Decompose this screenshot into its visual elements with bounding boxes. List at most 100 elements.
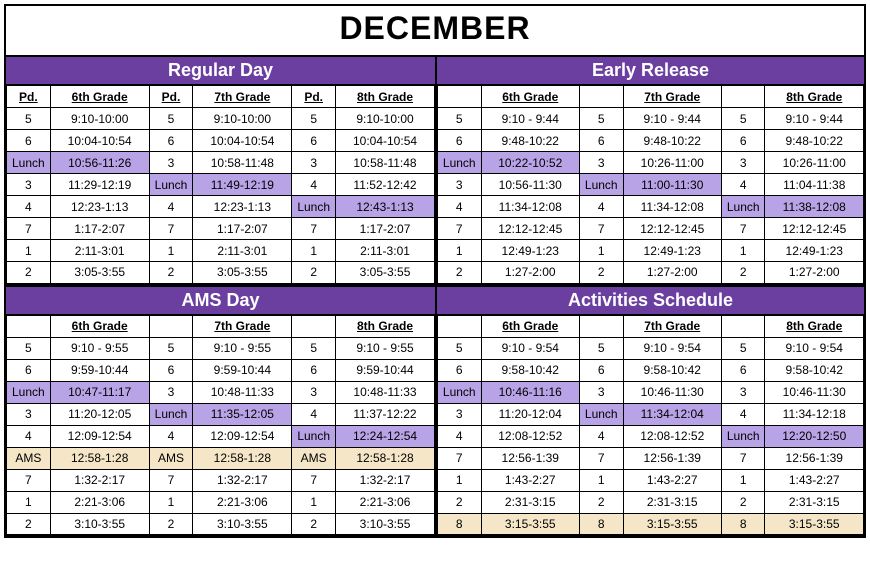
- table-cell: 11:37-12:22: [336, 403, 435, 425]
- table-cell: 9:10 - 9:54: [481, 337, 579, 359]
- table-cell: 11:38-12:08: [765, 196, 864, 218]
- table-cell: 5: [579, 108, 623, 130]
- table-cell: 11:29-12:19: [50, 174, 149, 196]
- schedule-section: Regular DayPd.6th GradePd.7th GradePd.8t…: [6, 55, 435, 285]
- table-cell: 2: [149, 262, 193, 284]
- table-cell: 10:58-11:48: [193, 152, 292, 174]
- table-row: 12:11-3:0112:11-3:0112:11-3:01: [7, 240, 435, 262]
- table-cell: Lunch: [579, 403, 623, 425]
- table-cell: 6: [292, 359, 336, 381]
- table-cell: 9:10-10:00: [336, 108, 435, 130]
- table-cell: 2: [579, 491, 623, 513]
- table-cell: 9:48-10:22: [623, 130, 721, 152]
- table-cell: Lunch: [292, 196, 336, 218]
- table-cell: 8: [721, 513, 765, 535]
- table-cell: 9:10 - 9:55: [193, 337, 292, 359]
- table-cell: 10:04-10:54: [336, 130, 435, 152]
- table-cell: 7: [149, 218, 193, 240]
- table-cell: Lunch: [438, 381, 482, 403]
- table-cell: 9:58-10:42: [765, 359, 864, 381]
- table-cell: 12:23-1:13: [50, 196, 149, 218]
- table-cell: 12:49-1:23: [481, 240, 579, 262]
- column-header: 6th Grade: [481, 86, 579, 108]
- table-cell: 2:21-3:06: [50, 491, 149, 513]
- table-cell: Lunch: [292, 425, 336, 447]
- table-cell: 3: [292, 152, 336, 174]
- table-cell: 2: [149, 513, 193, 535]
- table-cell: 3:15-3:55: [765, 513, 864, 535]
- table-cell: 9:58-10:42: [623, 359, 721, 381]
- table-cell: 7: [721, 218, 765, 240]
- table-cell: 1:17-2:07: [336, 218, 435, 240]
- section-header: Activities Schedule: [437, 287, 864, 315]
- table-cell: 12:08-12:52: [623, 425, 721, 447]
- column-header: [579, 315, 623, 337]
- table-cell: 4: [438, 196, 482, 218]
- table-cell: 11:49-12:19: [193, 174, 292, 196]
- table-cell: 11:52-12:42: [336, 174, 435, 196]
- table-cell: 3: [579, 152, 623, 174]
- table-cell: 4: [579, 196, 623, 218]
- table-cell: 9:10 - 9:55: [336, 337, 435, 359]
- table-header-row: Pd.6th GradePd.7th GradePd.8th Grade: [7, 86, 435, 108]
- table-cell: 2:11-3:01: [193, 240, 292, 262]
- column-header: Pd.: [7, 86, 51, 108]
- table-row: 412:08-12:52412:08-12:52Lunch12:20-12:50: [438, 425, 864, 447]
- table-cell: 5: [438, 108, 482, 130]
- schedule-table: 6th Grade7th Grade8th Grade59:10 - 9:555…: [6, 315, 435, 537]
- table-cell: 9:10 - 9:55: [50, 337, 149, 359]
- table-cell: 6: [579, 130, 623, 152]
- table-row: 610:04-10:54610:04-10:54610:04-10:54: [7, 130, 435, 152]
- table-cell: 12:49-1:23: [623, 240, 721, 262]
- table-cell: 9:10 - 9:44: [765, 108, 864, 130]
- table-cell: 1:43-2:27: [623, 469, 721, 491]
- table-cell: 12:56-1:39: [623, 447, 721, 469]
- table-cell: Lunch: [438, 152, 482, 174]
- schedule-table: 6th Grade7th Grade8th Grade59:10 - 9:545…: [437, 315, 864, 537]
- table-cell: 2:31-3:15: [481, 491, 579, 513]
- table-cell: 8: [438, 513, 482, 535]
- schedule-table: Pd.6th GradePd.7th GradePd.8th Grade59:1…: [6, 85, 435, 285]
- table-cell: 6: [438, 130, 482, 152]
- table-row: 22:31-3:1522:31-3:1522:31-3:15: [438, 491, 864, 513]
- table-cell: 11:34-12:08: [623, 196, 721, 218]
- table-cell: 10:48-11:33: [336, 381, 435, 403]
- table-row: 412:09-12:54412:09-12:54Lunch12:24-12:54: [7, 425, 435, 447]
- table-cell: 6: [292, 130, 336, 152]
- table-row: 69:58-10:4269:58-10:4269:58-10:42: [438, 359, 864, 381]
- table-cell: 12:58-1:28: [193, 447, 292, 469]
- table-cell: 9:10-10:00: [50, 108, 149, 130]
- table-cell: 12:49-1:23: [765, 240, 864, 262]
- table-cell: 9:10-10:00: [193, 108, 292, 130]
- table-cell: 9:59-10:44: [193, 359, 292, 381]
- table-cell: 3: [438, 403, 482, 425]
- table-cell: 2: [721, 262, 765, 284]
- table-cell: Lunch: [579, 174, 623, 196]
- table-row: AMS12:58-1:28AMS12:58-1:28AMS12:58-1:28: [7, 447, 435, 469]
- column-header: 7th Grade: [193, 86, 292, 108]
- table-cell: 10:04-10:54: [193, 130, 292, 152]
- table-cell: 6: [7, 359, 51, 381]
- table-row: 59:10 - 9:5559:10 - 9:5559:10 - 9:55: [7, 337, 435, 359]
- table-row: 21:27-2:0021:27-2:0021:27-2:00: [438, 262, 864, 284]
- table-cell: 7: [721, 447, 765, 469]
- table-cell: 7: [292, 469, 336, 491]
- table-cell: 12:20-12:50: [765, 425, 864, 447]
- table-cell: 1:27-2:00: [623, 262, 721, 284]
- table-row: 311:20-12:04Lunch11:34-12:04411:34-12:18: [438, 403, 864, 425]
- table-cell: 5: [149, 108, 193, 130]
- table-cell: 2: [579, 262, 623, 284]
- table-cell: 9:58-10:42: [481, 359, 579, 381]
- table-cell: 4: [149, 425, 193, 447]
- table-cell: 5: [149, 337, 193, 359]
- table-cell: 3:10-3:55: [193, 513, 292, 535]
- table-cell: 5: [7, 108, 51, 130]
- table-cell: 2: [292, 262, 336, 284]
- table-cell: 12:23-1:13: [193, 196, 292, 218]
- table-cell: 9:10 - 9:54: [765, 337, 864, 359]
- table-row: 23:10-3:5523:10-3:5523:10-3:55: [7, 513, 435, 535]
- column-header: [579, 86, 623, 108]
- section-header: Regular Day: [6, 57, 435, 85]
- table-row: 83:15-3:5583:15-3:5583:15-3:55: [438, 513, 864, 535]
- table-row: 69:59-10:4469:59-10:4469:59-10:44: [7, 359, 435, 381]
